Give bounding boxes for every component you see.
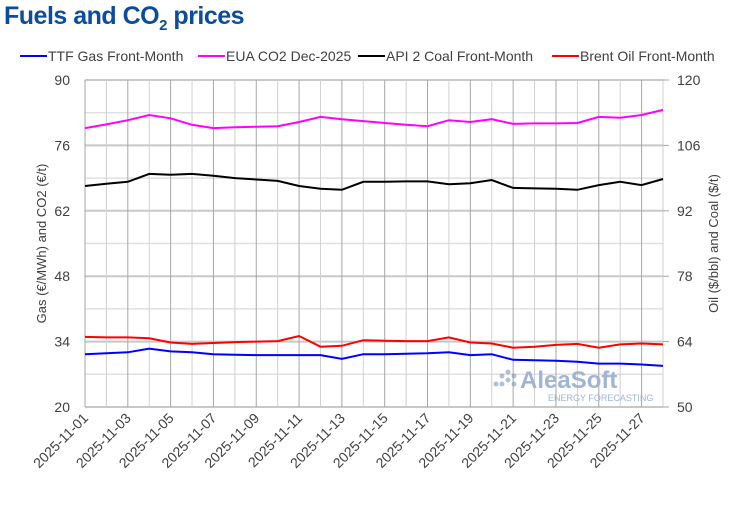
left-tick-label: 48 — [54, 268, 70, 284]
logo-dot — [511, 373, 517, 379]
logo-dot — [511, 381, 517, 387]
left-axis-title: Gas (€/MWh) and CO2 (€/t) — [34, 164, 49, 324]
right-tick-label: 106 — [677, 137, 701, 153]
logo-dot — [505, 377, 511, 383]
chart-title: Fuels and CO2 prices — [4, 2, 245, 34]
left-tick-label: 76 — [54, 137, 70, 153]
logo-dot — [499, 373, 505, 379]
right-tick-label: 64 — [677, 334, 693, 350]
logo-dot — [499, 381, 505, 387]
left-tick-label: 90 — [54, 72, 70, 88]
logo-dot — [505, 369, 511, 375]
right-axis-title: Oil ($/bbl) and Coal ($/t) — [706, 174, 721, 313]
right-tick-label: 120 — [677, 72, 701, 88]
series-line-api-2-coal-front-month — [84, 172, 664, 191]
series-line-brent-oil-front-month — [84, 334, 664, 349]
aleasoft-logo — [493, 369, 517, 387]
legend-label: API 2 Coal Front-Month — [386, 48, 533, 64]
title-end: prices — [166, 2, 245, 30]
title-main: Fuels and CO — [4, 2, 160, 30]
left-tick-label: 62 — [54, 203, 70, 219]
right-tick-label: 78 — [677, 268, 693, 284]
legend-label: Brent Oil Front-Month — [580, 48, 715, 64]
title-subscript: 2 — [159, 17, 167, 34]
legend-label: EUA CO2 Dec-2025 — [226, 48, 351, 64]
series-line-eua-co2-dec-2025 — [84, 108, 664, 130]
series-line-ttf-gas-front-month — [84, 347, 664, 367]
logo-dot — [493, 381, 499, 387]
left-tick-label: 34 — [54, 334, 70, 350]
right-tick-label: 92 — [677, 203, 693, 219]
legend-label: TTF Gas Front-Month — [48, 48, 183, 64]
watermark-tagline: ENERGY FORECASTING — [548, 393, 653, 403]
right-tick-label: 50 — [677, 399, 693, 415]
left-tick-label: 20 — [54, 399, 70, 415]
watermark-brand: AleaSoft — [520, 367, 617, 394]
